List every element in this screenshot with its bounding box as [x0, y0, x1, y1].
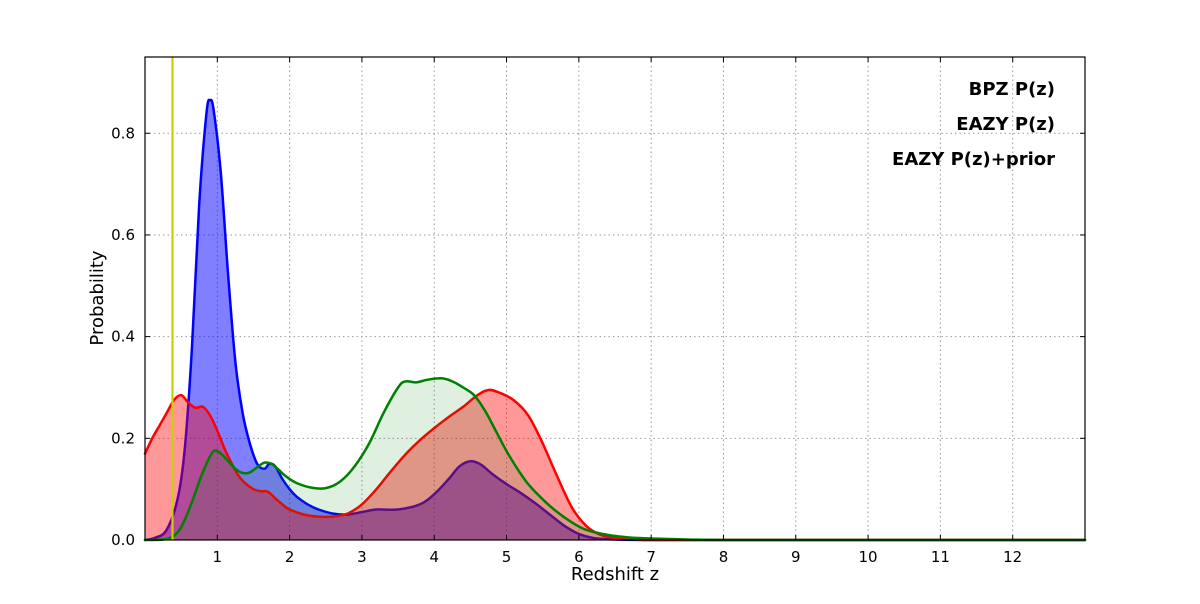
- x-tick-label: 3: [357, 548, 367, 566]
- x-tick-label: 2: [285, 548, 295, 566]
- legend-item-eazy-p-z-prior: EAZY P(z)+prior: [892, 149, 1055, 170]
- series: [143, 98, 1087, 542]
- x-axis-label: Redshift z: [571, 564, 659, 585]
- grid: [145, 57, 1085, 541]
- y-axis-label: Probability: [87, 250, 108, 345]
- x-tick-label: 7: [646, 548, 656, 566]
- legend-item-eazy-p-z-: EAZY P(z): [956, 114, 1055, 135]
- series-line-eazy-p-z-prior: [143, 377, 1087, 542]
- y-tick-label: 0.2: [111, 429, 135, 447]
- x-tick-label: 8: [719, 548, 729, 566]
- series-fill-eazy-p-z-: [145, 389, 1085, 541]
- x-tick-label: 6: [574, 548, 584, 566]
- tick-labels: 1 2 3 4 5 6 7 8 9 10 11 120.00.20.40.60.8: [111, 124, 1022, 566]
- x-tick-label: 5: [502, 548, 512, 566]
- y-tick-label: 0.4: [111, 328, 135, 346]
- legend-item-bpz-p-z-: BPZ P(z): [969, 79, 1055, 100]
- x-tick-label: 1: [213, 548, 223, 566]
- x-tick-label: 11: [931, 548, 950, 566]
- y-tick-label: 0.8: [111, 124, 135, 142]
- series-fill-eazy-p-z-prior: [145, 378, 1085, 541]
- series-line-eazy-p-z-: [143, 388, 1087, 542]
- x-tick-label: 9: [791, 548, 801, 566]
- legend: BPZ P(z) EAZY P(z) EAZY P(z)+prior: [892, 79, 1055, 170]
- plot-border: [144, 56, 1086, 541]
- x-tick-label: 10: [859, 548, 878, 566]
- x-tick-label: 12: [1003, 548, 1022, 566]
- y-tick-label: 0.0: [111, 531, 135, 549]
- x-tick-label: 4: [429, 548, 439, 566]
- y-tick-label: 0.6: [111, 226, 135, 244]
- series-fill-bpz-p-z-: [145, 99, 1085, 541]
- axes: [144, 56, 1086, 541]
